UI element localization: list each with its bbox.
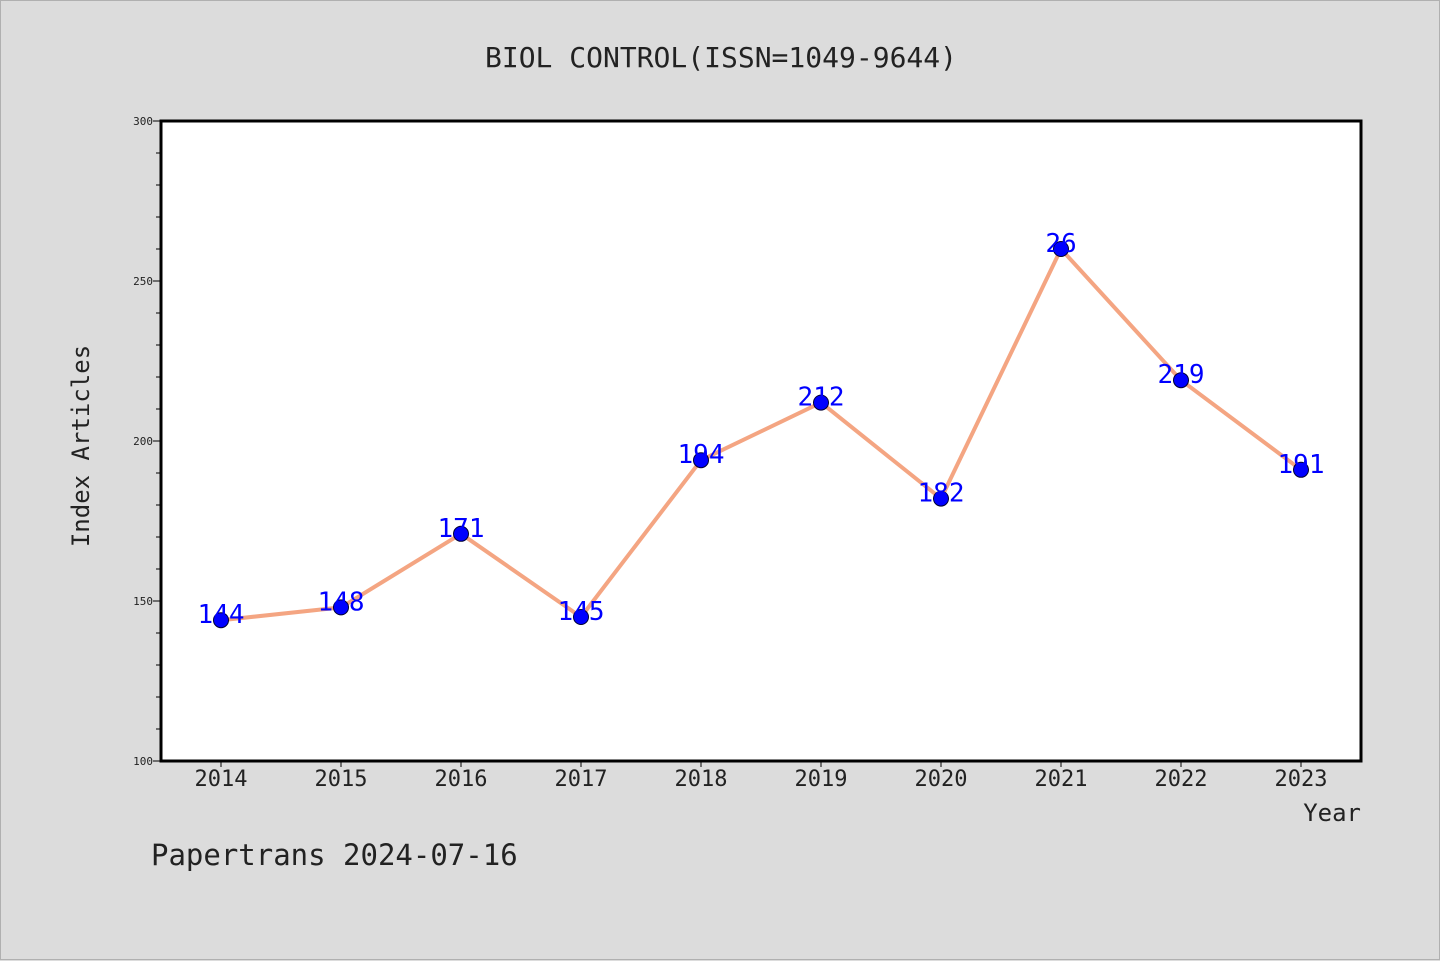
data-label: 26 [1045,229,1076,259]
x-tick-label: 2022 [1155,767,1208,792]
data-point [813,394,829,411]
data-label: 144 [198,600,245,630]
x-axis-label: Year [1303,799,1361,827]
data-point [1053,241,1069,257]
data-label: 148 [318,587,365,617]
data-point [213,612,229,629]
data-label: 194 [678,440,725,470]
y-tick-label: 150 [133,595,153,608]
data-points [213,241,1309,629]
data-label: 182 [918,479,965,509]
x-tick-label: 2021 [1035,767,1088,792]
series-line [220,247,1303,623]
x-tick-label: 2016 [435,767,488,792]
x-tick-label: 2018 [675,767,728,792]
series-line-group [220,247,1303,623]
y-axis-label: Index Articles [67,345,95,547]
x-tick-label: 2023 [1275,767,1328,792]
data-point [693,452,709,469]
data-labels: 144 148 171 145 194 212 182 26 219 191 [198,229,1325,630]
data-label: 219 [1158,360,1205,390]
data-label: 145 [558,597,605,627]
footer-text: Papertrans 2024-07-16 [151,838,518,872]
x-tick-label: 2019 [795,767,848,792]
y-tick-label: 100 [133,755,153,768]
x-tick-label: 2020 [915,767,968,792]
plot-area [161,121,1361,761]
data-label: 212 [798,383,845,413]
data-label: 171 [438,514,485,544]
data-point [333,599,349,616]
data-label: 191 [1278,450,1325,480]
chart-title: BIOL CONTROL(ISSN=1049-9644) [485,41,957,74]
x-tick-label: 2015 [315,767,368,792]
y-tick-label: 250 [133,275,153,288]
y-axis: 100 150 200 250 300 [133,115,161,768]
plot-border [159,119,1363,763]
x-tick-label: 2014 [195,767,248,792]
x-tick-label: 2017 [555,767,608,792]
x-axis: 2014 2015 2016 2017 2018 2019 2020 2021 2022 2023 [195,761,1328,792]
y-tick-label: 200 [133,435,153,448]
data-point [1173,372,1189,389]
data-point [453,525,469,542]
data-point [573,609,589,625]
data-point [933,490,949,507]
data-point [1293,461,1309,478]
y-tick-label: 300 [133,115,153,128]
